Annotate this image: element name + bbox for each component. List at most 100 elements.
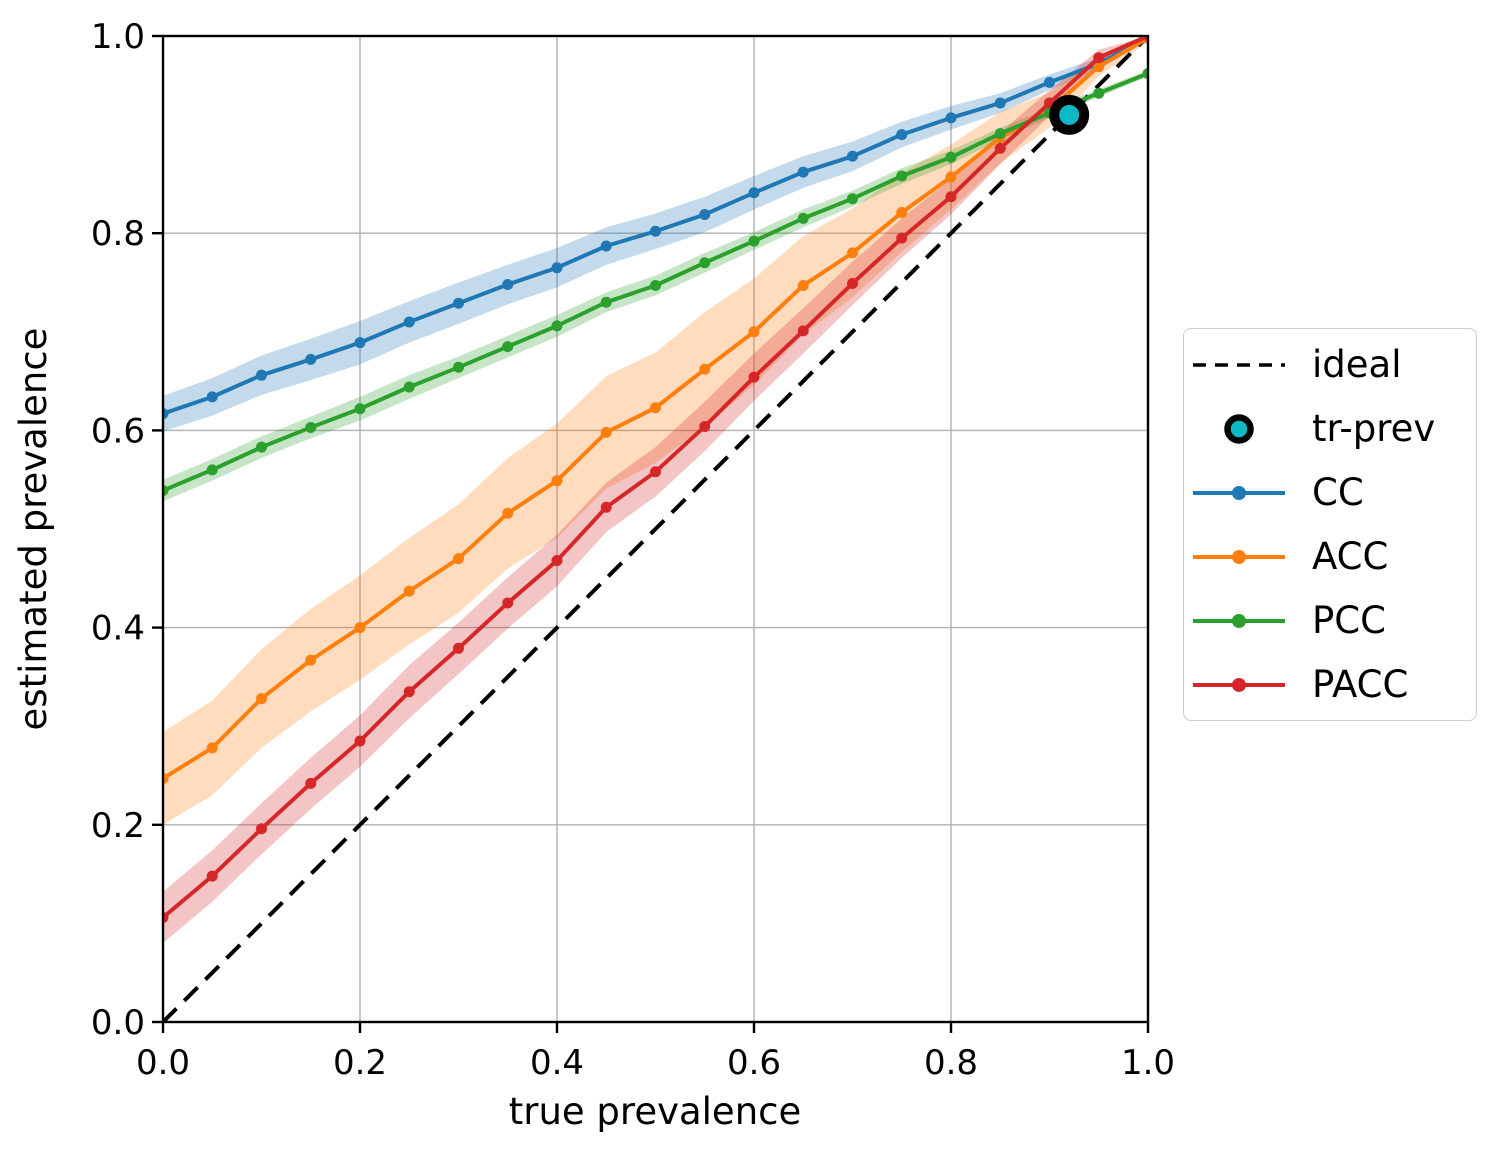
marker-ACC <box>206 742 218 754</box>
markers-CC <box>163 36 1148 420</box>
y-tick-label: 0.0 <box>91 1003 145 1043</box>
y-tick-label: 0.4 <box>91 609 145 649</box>
marker-CC <box>206 391 218 403</box>
y-tick-label: 0.2 <box>91 806 145 846</box>
legend-item-ideal: ideal <box>1184 333 1476 397</box>
marker-PACC <box>206 870 218 882</box>
marker-PACC <box>650 466 661 478</box>
legend-label-pcc: PCC <box>1312 599 1386 642</box>
marker-PCC <box>305 421 317 433</box>
marker-CC <box>163 408 169 420</box>
ideal-dashed-line-icon <box>1193 362 1285 367</box>
legend-item-pacc: PACC <box>1184 653 1476 717</box>
marker-ACC <box>896 206 908 218</box>
marker-PACC <box>163 911 169 923</box>
marker-CC <box>650 225 661 237</box>
marker-ACC <box>502 507 514 519</box>
x-tick-label: 0.0 <box>136 1043 190 1083</box>
tr-prev-circle-icon <box>1224 413 1254 444</box>
markers-PACC <box>163 36 1148 923</box>
axes-spines <box>161 34 1150 1024</box>
marker-PACC <box>551 555 563 567</box>
marker-PACC <box>354 735 366 747</box>
marker-CC <box>699 208 711 220</box>
marker-PCC <box>896 170 908 182</box>
marker-ACC <box>453 553 464 565</box>
marker-PCC <box>403 381 415 393</box>
marker-CC <box>994 97 1006 109</box>
acc-line-icon <box>1193 549 1285 564</box>
marker-CC <box>945 112 957 124</box>
marker-ACC <box>945 171 957 183</box>
marker-CC <box>256 369 267 381</box>
marker-ACC <box>305 654 317 666</box>
marker-ACC <box>600 426 612 438</box>
marker-PCC <box>797 212 809 224</box>
marker-ACC <box>699 363 711 375</box>
legend-label-ideal: ideal <box>1312 343 1402 386</box>
marker-PCC <box>256 441 267 453</box>
marker-PACC <box>847 277 858 289</box>
x-tick-label: 0.4 <box>530 1043 584 1083</box>
marker-CC <box>1044 76 1055 88</box>
ideal-line <box>163 36 1148 1022</box>
marker-ACC <box>748 326 760 338</box>
marker-ACC <box>256 693 267 705</box>
marker-ACC <box>847 247 858 259</box>
marker-PCC <box>650 279 661 291</box>
marker-PCC <box>163 485 169 497</box>
marker-PCC <box>206 464 218 476</box>
marker-CC <box>797 166 809 178</box>
marker-PACC <box>896 232 908 244</box>
band-PACC <box>163 36 1148 944</box>
marker-PCC <box>502 341 514 353</box>
marker-PACC <box>1093 52 1105 64</box>
marker-PCC <box>453 361 464 373</box>
marker-PCC <box>945 151 957 163</box>
y-tick-label: 1.0 <box>91 17 145 57</box>
marker-CC <box>403 316 415 328</box>
marker-CC <box>354 337 366 349</box>
x-tick-label: 0.2 <box>333 1043 387 1083</box>
marker-PACC <box>403 686 415 698</box>
marker-PCC <box>1142 67 1148 79</box>
marker-CC <box>896 129 908 141</box>
legend-item-cc: CC <box>1184 461 1476 525</box>
marker-PACC <box>256 823 267 835</box>
marker-PCC <box>994 128 1006 140</box>
legend-label-cc: CC <box>1312 471 1364 514</box>
marker-CC <box>600 240 612 252</box>
y-tick-label: 0.8 <box>91 214 145 254</box>
x-tick-label: 0.8 <box>924 1043 978 1083</box>
legend-item-acc: ACC <box>1184 525 1476 589</box>
marker-CC <box>748 187 760 199</box>
y-tick-label: 0.6 <box>91 411 145 451</box>
marker-PACC <box>600 501 612 513</box>
marker-CC <box>551 262 563 274</box>
marker-PCC <box>354 403 366 415</box>
marker-CC <box>305 353 317 365</box>
marker-CC <box>453 297 464 309</box>
legend-label-pacc: PACC <box>1312 663 1409 706</box>
y-axis-label: estimated prevalence <box>12 328 55 731</box>
pacc-line-icon <box>1193 677 1285 692</box>
marker-PCC <box>600 296 612 308</box>
marker-ACC <box>551 475 563 487</box>
marker-PACC <box>305 777 317 789</box>
marker-PACC <box>994 142 1006 154</box>
legend-item-pcc: PCC <box>1184 589 1476 653</box>
x-tick-label: 0.6 <box>727 1043 781 1083</box>
legend-label-tr-prev: tr-prev <box>1312 407 1436 450</box>
marker-ACC <box>403 585 415 597</box>
marker-PCC <box>699 257 711 269</box>
marker-PACC <box>797 325 809 337</box>
marker-PACC <box>1142 36 1148 42</box>
x-axis-label: true prevalence <box>509 1090 802 1133</box>
pcc-line-icon <box>1193 613 1285 628</box>
legend: ideal tr-prev CC ACC <box>1183 328 1477 721</box>
marker-ACC <box>163 772 169 784</box>
legend-label-acc: ACC <box>1312 535 1389 578</box>
marker-PACC <box>453 642 464 654</box>
